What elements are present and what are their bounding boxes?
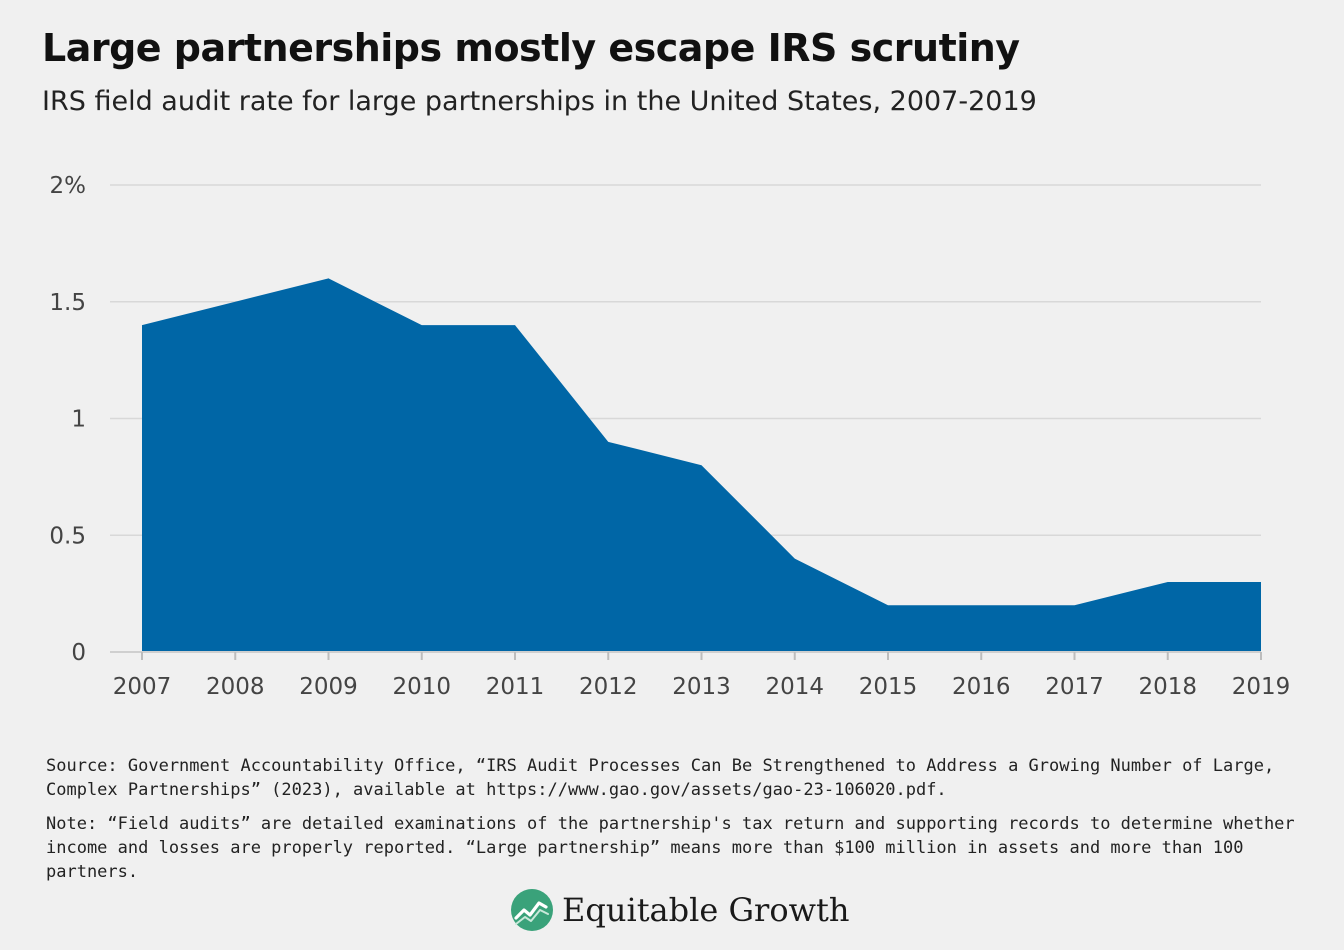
x-tick-label: 2019	[1232, 674, 1291, 700]
brand-name: Equitable Growth	[562, 891, 850, 929]
x-axis: 2007 2008 2009 2010 2011 2012 2013 2014 2015 2016…	[110, 651, 1291, 700]
x-tick-label: 2007	[113, 674, 172, 700]
x-tick-label: 2010	[392, 674, 451, 700]
x-tick-label: 2013	[672, 674, 731, 700]
x-tick-label: 2014	[765, 674, 824, 700]
source-note: Source: Government Accountability Office…	[46, 756, 1275, 800]
y-tick-label: 1.5	[49, 290, 86, 316]
chart-title: Large partnerships mostly escape IRS scr…	[42, 26, 1020, 70]
y-tick-label: 0	[71, 640, 86, 666]
x-tick-label: 2012	[579, 674, 638, 700]
y-tick-label: 2%	[50, 173, 87, 199]
x-tick-label: 2009	[299, 674, 358, 700]
x-tick-label: 2018	[1138, 674, 1197, 700]
x-tick-label: 2017	[1045, 674, 1104, 700]
brand-logo: Equitable Growth	[510, 888, 849, 932]
y-tick-label: 0.5	[49, 523, 86, 549]
y-tick-label: 1	[71, 407, 86, 433]
area-chart: 00.511.52% 2007 2008 2009 2010 2011 2012 2013 2…	[49, 173, 1291, 700]
x-tick-label: 2015	[859, 674, 918, 700]
area-series	[141, 278, 1262, 652]
x-tick-label: 2008	[206, 674, 265, 700]
x-tick-label: 2011	[486, 674, 545, 700]
definition-note: Note: “Field audits” are detailed examin…	[46, 814, 1295, 882]
y-axis: 0 0.5 1 1.5 2%	[49, 173, 86, 666]
chart-subtitle: IRS field audit rate for large partnersh…	[42, 86, 1037, 117]
equitable-growth-logo-icon	[511, 889, 553, 931]
x-tick-label: 2016	[952, 674, 1011, 700]
